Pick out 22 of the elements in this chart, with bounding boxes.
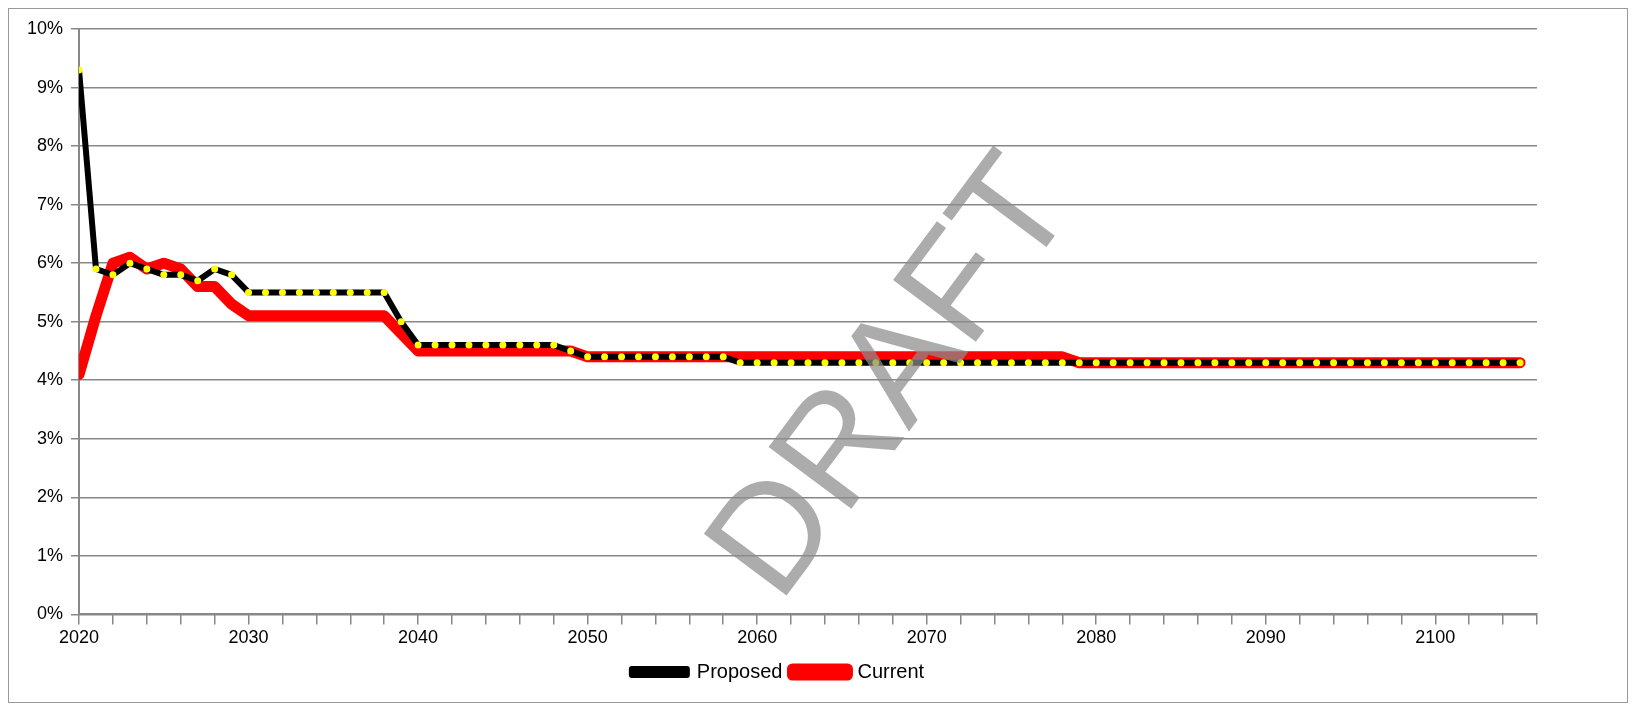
y-tick-label: 9% xyxy=(37,76,64,97)
x-tick-label: 2050 xyxy=(567,627,608,648)
y-tick-label: 1% xyxy=(37,544,64,565)
y-tick-label: 6% xyxy=(37,252,64,273)
y-tick-label: 10% xyxy=(27,17,64,38)
x-tick-label: 2040 xyxy=(398,627,439,648)
y-tick-label: 7% xyxy=(37,193,64,214)
y-tick-label: 8% xyxy=(37,135,64,156)
x-tick-label: 2090 xyxy=(1245,627,1286,648)
y-tick-label: 3% xyxy=(37,427,64,448)
legend-label: Current xyxy=(857,659,925,682)
y-tick-label: 4% xyxy=(37,369,64,390)
y-tick-label: 2% xyxy=(37,486,64,507)
y-tick-label: 0% xyxy=(37,603,64,624)
x-tick-label: 2070 xyxy=(906,627,947,648)
x-tick-label: 2020 xyxy=(59,627,100,648)
x-tick-label: 2030 xyxy=(228,627,269,648)
x-tick-label: 2060 xyxy=(737,627,778,648)
legend-label: Proposed xyxy=(696,659,783,682)
y-tick-label: 5% xyxy=(37,310,64,331)
x-tick-label: 2080 xyxy=(1076,627,1117,648)
x-tick-label: 2100 xyxy=(1415,627,1456,648)
